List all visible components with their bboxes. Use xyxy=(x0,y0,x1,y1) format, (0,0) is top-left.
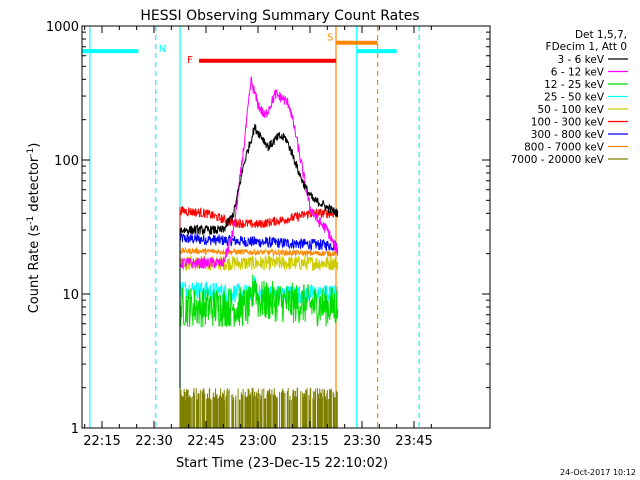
legend-label: 7000 - 20000 keV xyxy=(511,154,605,166)
x-tick-label: 23:00 xyxy=(239,434,276,449)
y-tick-label: 1 xyxy=(71,422,79,437)
legend-label: 3 - 6 keV xyxy=(557,54,604,66)
y-tick-label: 100 xyxy=(54,154,79,169)
plot-frame xyxy=(81,25,491,429)
x-tick-label: 22:15 xyxy=(83,434,120,449)
series-line xyxy=(179,76,339,409)
legend-label: 300 - 800 keV xyxy=(531,129,605,141)
x-tick-label: 22:45 xyxy=(187,434,224,449)
flag-label: S xyxy=(327,33,333,44)
footer-date: 24-Oct-2017 10:12 xyxy=(560,468,636,477)
series-line xyxy=(179,254,339,409)
y-tick-label: 1000 xyxy=(46,20,79,35)
series-line xyxy=(179,274,339,409)
series-line xyxy=(179,246,338,409)
flag-label: F xyxy=(187,55,193,66)
legend-label: 6 - 12 keV xyxy=(551,67,605,79)
series-line xyxy=(179,206,339,409)
x-axis-label: Start Time (23-Dec-15 22:10:02) xyxy=(176,456,388,471)
legend-label: 25 - 50 keV xyxy=(544,92,605,104)
flag-label: N xyxy=(159,44,166,55)
legend-header: Det 1,5,7, xyxy=(575,29,627,41)
y-tick-label: 10 xyxy=(62,288,79,303)
chart-title: HESSI Observing Summary Count Rates xyxy=(140,8,419,24)
legend-label: 800 - 7000 keV xyxy=(524,142,605,154)
legend-label: 12 - 25 keV xyxy=(544,79,605,91)
x-tick-label: 23:30 xyxy=(343,434,380,449)
legend-label: 100 - 300 keV xyxy=(531,117,605,129)
legend-header: FDecim 1, Att 0 xyxy=(546,41,627,53)
x-tick-label: 23:45 xyxy=(395,434,432,449)
series-line xyxy=(179,123,339,409)
y-axis-label: Count Rate (s-1 detector-1) xyxy=(26,143,42,314)
series-line xyxy=(179,232,339,409)
series-line xyxy=(179,387,338,428)
legend-label: 50 - 100 keV xyxy=(537,104,604,116)
x-tick-label: 23:15 xyxy=(291,434,328,449)
x-tick-label: 22:30 xyxy=(135,434,172,449)
